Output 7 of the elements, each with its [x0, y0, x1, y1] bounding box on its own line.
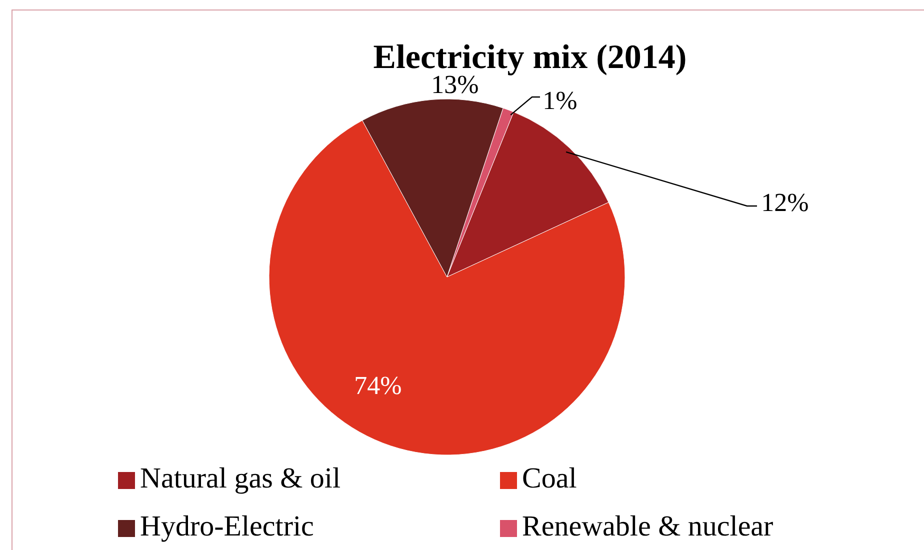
- legend-label: Coal: [522, 462, 577, 495]
- legend-label: Natural gas & oil: [140, 462, 341, 495]
- data-label: 12%: [761, 188, 809, 217]
- legend-label: Renewable & nuclear: [522, 510, 774, 543]
- data-label: 1%: [542, 86, 578, 115]
- legend-label: Hydro-Electric: [140, 510, 314, 543]
- data-label: 74%: [354, 370, 402, 400]
